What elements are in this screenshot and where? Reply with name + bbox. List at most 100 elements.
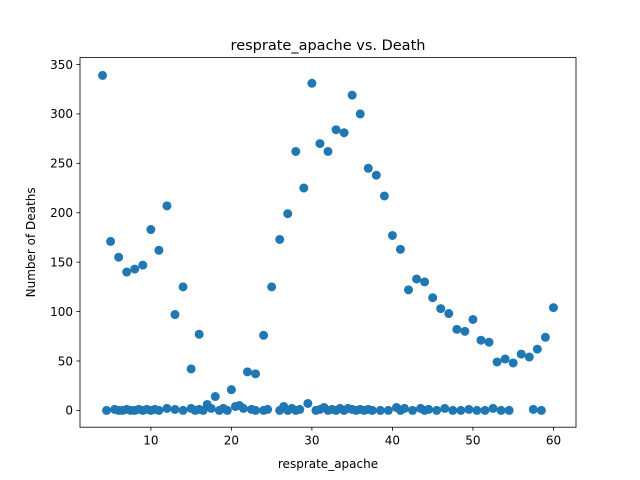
x-tick-label: 50 (465, 434, 480, 448)
data-point (484, 337, 494, 347)
data-point (154, 245, 164, 255)
data-point (242, 367, 252, 377)
data-point (186, 364, 196, 374)
data-point (524, 352, 534, 362)
y-axis-label: Number of Deaths (24, 187, 38, 297)
data-point (500, 354, 510, 364)
x-axis: 10 20 30 40 50 60 (143, 427, 561, 448)
data-point (226, 385, 236, 395)
data-point (387, 230, 397, 240)
data-point (448, 405, 458, 415)
data-point (291, 146, 301, 156)
data-point (480, 405, 490, 415)
data-point (251, 405, 261, 415)
data-point (263, 404, 273, 414)
data-point (363, 163, 373, 173)
data-point (472, 405, 482, 415)
data-point (339, 128, 349, 138)
data-point (492, 357, 502, 367)
data-point (420, 277, 430, 287)
x-tick-label: 10 (143, 434, 158, 448)
data-point (383, 405, 393, 415)
data-point (456, 405, 466, 415)
data-point (178, 405, 188, 415)
data-point (395, 244, 405, 254)
data-point (323, 146, 333, 156)
x-tick-label: 60 (546, 434, 561, 448)
data-point (496, 405, 506, 415)
data-point (504, 405, 514, 415)
data-point (238, 403, 248, 413)
data-point (355, 109, 365, 119)
data-point (170, 404, 180, 414)
data-point (432, 405, 442, 415)
data-point (508, 358, 518, 368)
data-point (198, 405, 208, 415)
data-point (259, 330, 269, 340)
y-tick-label: 250 (50, 157, 73, 171)
data-point (303, 398, 313, 408)
data-point (331, 125, 341, 135)
y-tick-label: 50 (58, 354, 73, 368)
data-point (476, 335, 486, 345)
data-point (98, 70, 108, 80)
data-points (98, 70, 558, 415)
plot-frame (79, 57, 577, 428)
x-tick-label: 30 (304, 434, 319, 448)
data-point (210, 392, 220, 402)
x-axis-label: resprate_apache (278, 457, 378, 471)
data-point (154, 405, 164, 415)
data-point (206, 403, 216, 413)
data-point (468, 314, 478, 324)
data-point (440, 403, 450, 413)
data-point (528, 404, 538, 414)
data-point (375, 405, 385, 415)
data-point (106, 236, 116, 246)
data-point (540, 332, 550, 342)
data-point (404, 285, 414, 295)
data-point (283, 209, 293, 219)
data-point (122, 267, 132, 277)
y-tick-label: 100 (50, 305, 73, 319)
data-point (275, 234, 285, 244)
data-point (307, 78, 317, 88)
data-point (412, 274, 422, 284)
data-point (114, 252, 124, 262)
data-point (428, 293, 438, 303)
data-point (178, 282, 188, 292)
chart-title: resprate_apache vs. Death (231, 38, 426, 54)
data-point (444, 309, 454, 319)
data-point (299, 183, 309, 193)
data-point (194, 329, 204, 339)
y-tick-label: 300 (50, 107, 73, 121)
data-point (138, 260, 148, 270)
data-point (222, 405, 232, 415)
data-point (371, 170, 381, 180)
data-point (251, 369, 261, 379)
data-point (162, 201, 172, 211)
data-point (408, 405, 418, 415)
data-point (130, 264, 140, 274)
data-point (379, 191, 389, 201)
data-point (230, 401, 240, 411)
data-point (162, 403, 172, 413)
data-point (170, 310, 180, 320)
data-point (367, 405, 377, 415)
data-point (460, 326, 470, 336)
data-point (399, 403, 409, 413)
data-point (548, 303, 558, 313)
x-tick-label: 40 (385, 434, 400, 448)
data-point (516, 349, 526, 359)
data-point (315, 139, 325, 149)
y-axis: 0 50 100 150 200 250 300 350 (50, 58, 80, 418)
data-point (532, 344, 542, 354)
x-tick-label: 20 (224, 434, 239, 448)
y-tick-label: 0 (65, 404, 73, 418)
data-point (424, 404, 434, 414)
data-point (536, 405, 546, 415)
data-point (267, 282, 277, 292)
data-point (295, 404, 305, 414)
y-tick-label: 150 (50, 255, 73, 269)
data-point (102, 405, 112, 415)
